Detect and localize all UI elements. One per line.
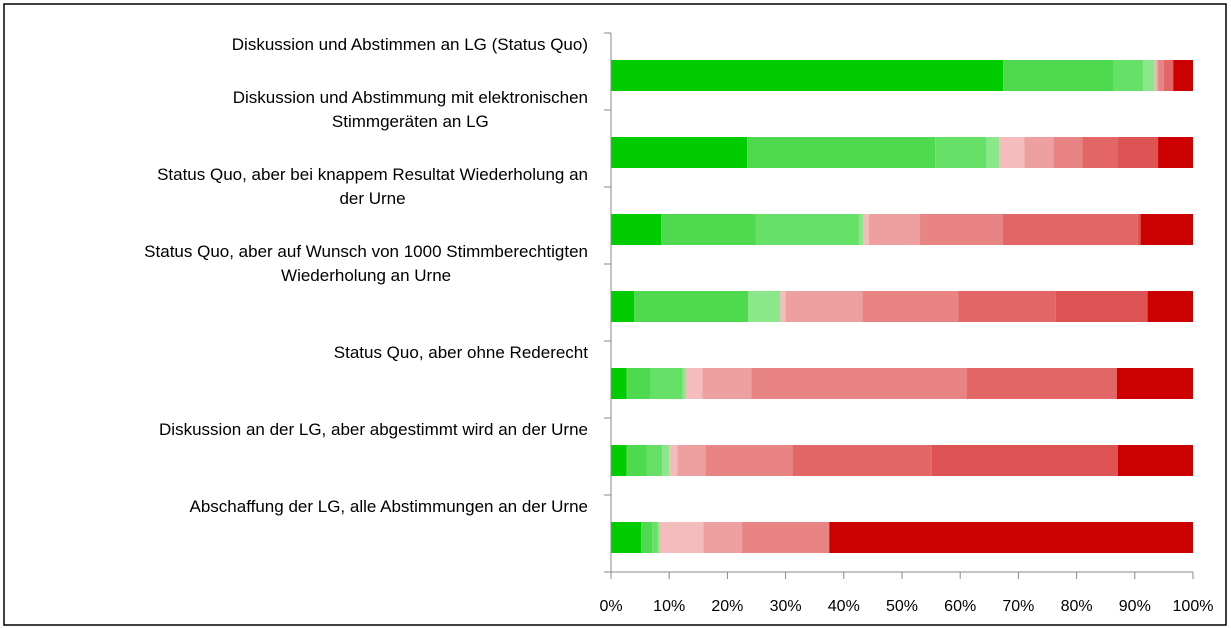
bar-segment bbox=[703, 522, 742, 553]
bar-segment bbox=[634, 291, 749, 322]
category-label: Status Quo, aber bei knappem Resultat Wi… bbox=[157, 165, 588, 208]
bar-segment bbox=[1142, 60, 1155, 91]
bar-segment bbox=[1163, 60, 1174, 91]
bar-segment bbox=[611, 522, 642, 553]
x-tick-label: 10% bbox=[653, 598, 685, 615]
bar-segment bbox=[611, 445, 627, 476]
bar-segment bbox=[659, 522, 704, 553]
bar-segment bbox=[920, 214, 1003, 245]
bar-segment bbox=[748, 291, 781, 322]
bar-segment bbox=[1116, 368, 1193, 399]
x-tick-label: 60% bbox=[944, 598, 976, 615]
bar-segment bbox=[935, 137, 987, 168]
category-label: Diskussion an der LG, aber abgestimmt wi… bbox=[159, 420, 588, 439]
bar-segment bbox=[611, 291, 635, 322]
category-label: Status Quo, aber ohne Rederecht bbox=[333, 343, 588, 362]
bar-segment bbox=[868, 214, 921, 245]
bar-segment bbox=[1140, 214, 1193, 245]
x-tick-label: 100% bbox=[1173, 598, 1214, 615]
bar-segment bbox=[966, 368, 1117, 399]
bar-segment bbox=[626, 368, 651, 399]
bar-segment bbox=[755, 214, 859, 245]
bar-segment bbox=[611, 368, 627, 399]
bar-segment bbox=[1147, 291, 1193, 322]
x-tick-label: 0% bbox=[599, 598, 622, 615]
bar-segment bbox=[611, 60, 1004, 91]
category-label: Diskussion und Abstimmung mit elektronis… bbox=[232, 88, 588, 131]
bar-segment bbox=[1082, 137, 1118, 168]
bar-segment bbox=[999, 137, 1025, 168]
bar-segment bbox=[780, 291, 786, 322]
x-tick-label: 30% bbox=[770, 598, 802, 615]
bar-segment bbox=[611, 137, 748, 168]
x-tick-label: 40% bbox=[828, 598, 860, 615]
x-tick-label: 20% bbox=[711, 598, 743, 615]
bar-segment bbox=[646, 445, 663, 476]
bar-segment bbox=[685, 368, 703, 399]
bar-segment bbox=[1117, 445, 1193, 476]
bar-segment bbox=[986, 137, 1000, 168]
bar-segment bbox=[785, 291, 863, 322]
category-label: Status Quo, aber auf Wunsch von 1000 Sti… bbox=[144, 242, 588, 285]
bar-segment bbox=[1024, 137, 1054, 168]
bar-segment bbox=[641, 522, 653, 553]
x-tick-label: 90% bbox=[1119, 598, 1151, 615]
bar-segment bbox=[1156, 60, 1159, 91]
bar-segment bbox=[1117, 137, 1159, 168]
bar-segment bbox=[611, 214, 662, 245]
bar-segment bbox=[751, 368, 967, 399]
bar-segment bbox=[662, 445, 670, 476]
bar-segment bbox=[1002, 214, 1138, 245]
bar-segment bbox=[1055, 291, 1148, 322]
bar-segment bbox=[747, 137, 936, 168]
bar-segment bbox=[652, 522, 658, 553]
bar-segment bbox=[682, 368, 686, 399]
x-tick-label: 70% bbox=[1002, 598, 1034, 615]
bar-segment bbox=[1158, 60, 1164, 91]
bar-segment bbox=[669, 445, 678, 476]
bar-segment bbox=[1053, 137, 1083, 168]
category-label: Diskussion und Abstimmen an LG (Status Q… bbox=[231, 35, 588, 54]
bar-segment bbox=[626, 445, 647, 476]
bar-segment bbox=[741, 522, 830, 553]
bar-segment bbox=[829, 522, 1193, 553]
bar-segment bbox=[958, 291, 1056, 322]
bar-segment bbox=[1158, 137, 1193, 168]
bar-segment bbox=[862, 291, 959, 322]
bar-segment bbox=[677, 445, 706, 476]
bar-segment bbox=[1173, 60, 1193, 91]
bar-segment bbox=[702, 368, 752, 399]
category-label: Abschaffung der LG, alle Abstimmungen an… bbox=[189, 497, 588, 516]
bar-segment bbox=[705, 445, 793, 476]
bar-segment bbox=[657, 522, 660, 553]
x-tick-label: 50% bbox=[886, 598, 918, 615]
bar-segment bbox=[1003, 60, 1114, 91]
bar-segment bbox=[661, 214, 756, 245]
bar-segment bbox=[650, 368, 683, 399]
bar-segment bbox=[863, 214, 869, 245]
bar-segment bbox=[792, 445, 932, 476]
bar-segment bbox=[1137, 214, 1141, 245]
x-tick-label: 80% bbox=[1061, 598, 1093, 615]
bar-segment bbox=[1113, 60, 1143, 91]
bar-segment bbox=[858, 214, 864, 245]
bar-segment bbox=[931, 445, 1118, 476]
bar-segment bbox=[1154, 60, 1157, 91]
